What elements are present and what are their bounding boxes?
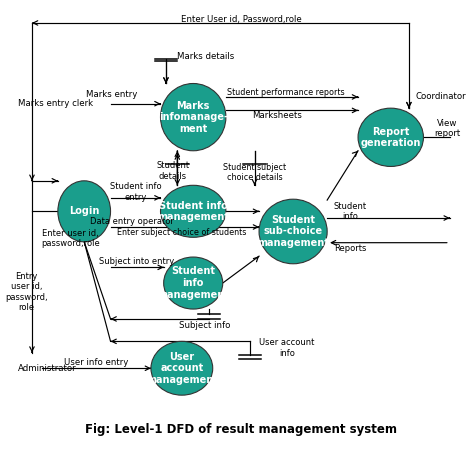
Ellipse shape (151, 341, 213, 395)
Text: Marks details: Marks details (177, 52, 235, 61)
Text: User info entry: User info entry (64, 358, 128, 367)
Text: Student performance reports: Student performance reports (228, 88, 345, 97)
Text: Login: Login (69, 206, 100, 216)
Text: Marks entry: Marks entry (86, 90, 137, 99)
Ellipse shape (161, 185, 226, 237)
Text: Data entry operator: Data entry operator (90, 217, 174, 226)
Text: Student info
entry: Student info entry (109, 183, 161, 202)
Text: Student subject
choice details: Student subject choice details (223, 163, 286, 182)
Text: Fig: Level-1 DFD of result management system: Fig: Level-1 DFD of result management sy… (85, 423, 397, 436)
Text: Student
info: Student info (333, 202, 366, 221)
Text: Report
generation: Report generation (361, 127, 421, 148)
Text: Student
info
management: Student info management (157, 266, 229, 300)
Ellipse shape (164, 257, 223, 309)
Text: Administrator: Administrator (18, 364, 77, 373)
Text: Student info
management: Student info management (157, 201, 229, 222)
Ellipse shape (259, 199, 327, 264)
Text: View
report: View report (434, 118, 461, 138)
Text: Reports: Reports (334, 244, 366, 253)
Text: Enter User id, Password,role: Enter User id, Password,role (181, 15, 301, 24)
Text: Enter user id,
password,role: Enter user id, password,role (41, 228, 100, 248)
Ellipse shape (358, 108, 423, 167)
Text: Marks entry clerk: Marks entry clerk (18, 99, 93, 108)
Text: Marks
infomanage-
ment: Marks infomanage- ment (159, 100, 228, 134)
Text: Subject info: Subject info (179, 321, 230, 330)
Ellipse shape (161, 84, 226, 151)
Text: Marksheets: Marksheets (252, 111, 302, 120)
Text: Student
sub-choice
management: Student sub-choice management (257, 215, 329, 248)
Text: User account
info: User account info (259, 338, 314, 358)
Text: Enter subject choice of students: Enter subject choice of students (117, 228, 246, 237)
Ellipse shape (58, 181, 110, 242)
Text: Coordinator: Coordinator (415, 93, 466, 101)
Text: Entry
user id,
password,
role: Entry user id, password, role (5, 272, 48, 312)
Text: Student
details: Student details (156, 161, 189, 181)
Text: Subject into entry: Subject into entry (99, 257, 174, 266)
Text: User
account
management: User account management (146, 352, 218, 385)
